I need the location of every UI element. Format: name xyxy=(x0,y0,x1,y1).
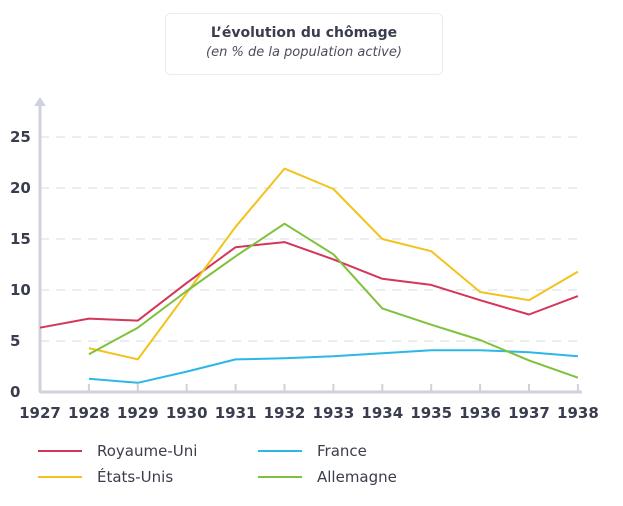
series-line-royaume-uni xyxy=(39,241,579,329)
series-lines xyxy=(39,167,579,384)
y-tick-label: 25 xyxy=(10,128,31,146)
legend-item-etats-unis: États-Unis xyxy=(38,466,173,488)
legend-swatch-france xyxy=(258,450,302,452)
chart-subtitle: (en % de la population active) xyxy=(206,45,402,60)
series-line-france xyxy=(88,349,578,384)
legend-label-etats-unis: États-Unis xyxy=(97,468,174,486)
chart-title-box: L’évolution du chômage (en % de la popul… xyxy=(165,13,443,75)
x-tick-labels: 1927 1928 1929 1930 1931 1932 1933 1934 1935 1936… xyxy=(19,404,599,422)
x-tick-label: 1931 xyxy=(215,404,257,422)
legend-swatch-etats-unis xyxy=(38,476,82,478)
x-tick-label: 1927 xyxy=(19,404,61,422)
legend-swatch-royaume-uni xyxy=(38,450,82,452)
x-tick-label: 1938 xyxy=(557,404,599,422)
x-tick-label: 1936 xyxy=(459,404,501,422)
x-tick-label: 1934 xyxy=(361,404,403,422)
series-line-etats-unis xyxy=(88,167,579,361)
axes xyxy=(34,97,582,394)
x-tick-label: 1929 xyxy=(117,404,159,422)
legend: Royaume-Uni États-Unis France Allemagne xyxy=(38,440,458,490)
y-axis-arrow xyxy=(34,97,46,106)
legend-label-allemagne: Allemagne xyxy=(317,468,397,486)
legend-item-royaume-uni: Royaume-Uni xyxy=(38,440,197,462)
legend-label-france: France xyxy=(317,442,367,460)
series-line-allemagne xyxy=(88,222,579,379)
y-tick-label: 10 xyxy=(10,281,31,299)
y-tick-labels: 0 5 10 15 20 25 xyxy=(10,128,31,401)
y-tick-label: 0 xyxy=(10,383,20,401)
legend-swatch-allemagne xyxy=(258,476,302,478)
grid-lines xyxy=(40,136,578,342)
x-tick-label: 1932 xyxy=(264,404,306,422)
x-tick-label: 1928 xyxy=(68,404,110,422)
y-tick-label: 5 xyxy=(10,332,20,350)
y-tick-label: 20 xyxy=(10,179,31,197)
x-tick-label: 1933 xyxy=(313,404,355,422)
x-tick-label: 1937 xyxy=(508,404,550,422)
legend-label-royaume-uni: Royaume-Uni xyxy=(97,442,198,460)
legend-item-france: France xyxy=(258,440,367,462)
x-tick-label: 1930 xyxy=(166,404,208,422)
x-tick-label: 1935 xyxy=(410,404,452,422)
chart-title: L’évolution du chômage xyxy=(210,25,398,41)
y-tick-label: 15 xyxy=(10,230,31,248)
legend-item-allemagne: Allemagne xyxy=(258,466,397,488)
